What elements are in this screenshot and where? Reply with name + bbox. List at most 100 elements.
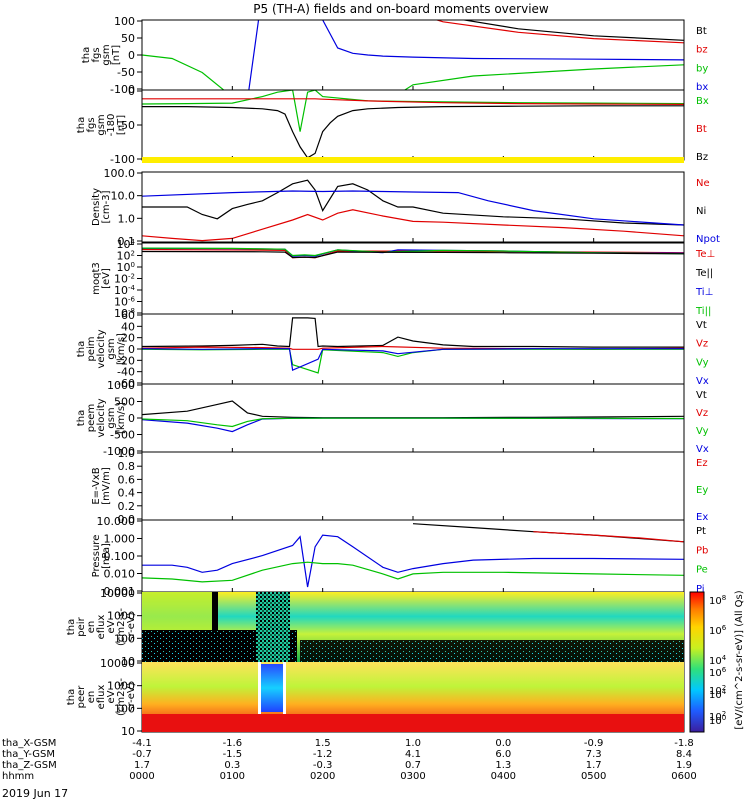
x-row-value: -0.9 xyxy=(584,738,604,749)
panel-series xyxy=(142,20,684,90)
y-tick-label: 0 xyxy=(128,412,135,425)
y-axis-label: [mV/m] xyxy=(101,467,112,505)
series-vye xyxy=(142,417,684,428)
legend-vy: Vy xyxy=(696,426,709,437)
series-tepar xyxy=(142,250,684,259)
y-tick-label: -40 xyxy=(117,366,135,379)
y-axis-label: gsm xyxy=(101,44,112,65)
ion-spectrogram-black-gap xyxy=(212,592,218,662)
y-axis-label: -180 xyxy=(106,114,117,137)
panel-frame xyxy=(141,19,685,91)
series-pe xyxy=(142,561,684,583)
y-tick-label: 10000 xyxy=(100,657,135,670)
legend-pi: Pi xyxy=(696,584,705,595)
legend-vt: Vt xyxy=(696,320,707,331)
y-axis-label: gsm xyxy=(96,114,107,135)
legend-bz: Bz xyxy=(696,152,708,163)
y-axis-label: E=-VxB xyxy=(91,467,102,504)
electron-spectrogram-red-floor xyxy=(142,714,684,732)
legend-vy: Vy xyxy=(696,357,709,368)
x-row-value: 0000 xyxy=(129,771,154,782)
x-row-value: 0.3 xyxy=(224,760,240,771)
y-axis-label: tha xyxy=(76,341,87,357)
x-row-value: 8.4 xyxy=(676,749,692,760)
x-row-value: 6.0 xyxy=(495,749,511,760)
legend-ti: Ti|| xyxy=(695,306,711,317)
colorbar-label: [eV/(cm^2-s-sr-eV)] (All Qs) xyxy=(734,590,745,729)
panel-7: 1.00.80.60.40.20.0 E=-VxB [mV/m] Ez Ey Ex xyxy=(91,447,708,526)
x-axis-ephemeris: tha_X-GSM -4.1 -1.6 1.5 1.0 0.0 -0.9 -1.8 tha_Y-… xyxy=(2,738,697,782)
y-tick-label: 1.0 xyxy=(118,212,136,225)
series-bx xyxy=(248,20,684,90)
legend-bz: bz xyxy=(696,45,708,56)
legend-vx: Vx xyxy=(696,444,709,455)
y-tick-label: 0.4 xyxy=(118,487,136,500)
y-tick-label: 100 xyxy=(114,15,135,28)
y-axis-label: [km/s] xyxy=(116,402,127,434)
y-tick-label: 0.001 xyxy=(104,585,136,598)
y-axis-label: moqt3 xyxy=(91,262,102,295)
colorbar-tick-label: 106 xyxy=(709,666,727,679)
y-tick-label: 10.000 xyxy=(97,515,136,528)
series-npot xyxy=(142,190,684,226)
legend-ey: Ey xyxy=(696,485,708,496)
y-axis-label: eflux xyxy=(96,615,107,640)
legend-vz: Vz xyxy=(696,339,708,350)
y-axis-label: eV xyxy=(106,620,117,633)
x-row-value: 1.5 xyxy=(315,738,331,749)
y-axis-label: velocity xyxy=(96,329,107,368)
panel-series xyxy=(142,317,684,374)
legend-bt: Bt xyxy=(696,26,707,37)
y-tick-label: 10.0 xyxy=(111,190,136,203)
legend-te: Te⊥ xyxy=(695,249,715,260)
x-row-label: tha_X-GSM xyxy=(2,738,56,749)
x-row-label: tha_Z-GSM xyxy=(2,760,57,771)
legend-npot: Npot xyxy=(696,234,720,245)
series-by xyxy=(142,54,684,90)
x-row-value: 0400 xyxy=(491,771,516,782)
y-axis-label: gsm xyxy=(106,338,117,359)
x-row-value: 1.3 xyxy=(495,760,511,771)
y-tick-label: 0.1 xyxy=(118,235,136,248)
y-axis-label: [cm-3] xyxy=(101,190,112,223)
x-row-value: 1.9 xyxy=(676,760,692,771)
y-tick-label: 100 xyxy=(114,632,135,645)
legend-ne: Ne xyxy=(696,178,710,189)
x-row-value: 1.7 xyxy=(586,760,602,771)
legend-vx: Vx xyxy=(696,376,709,387)
y-tick-label: 0 xyxy=(128,343,135,356)
y-tick-label: 1000 xyxy=(107,610,135,623)
y-axis-label: fgs xyxy=(91,47,102,62)
y-axis-label: (cm2-s- xyxy=(116,678,127,716)
y-axis-label: sr-eV) xyxy=(126,682,137,711)
y-axis-label: peim xyxy=(86,336,97,361)
y-tick-label: 500 xyxy=(114,396,135,409)
x-row-value: 0100 xyxy=(220,771,245,782)
y-tick-label: 10-2 xyxy=(114,273,135,286)
series-tipar xyxy=(142,247,684,257)
y-tick-label: -20 xyxy=(117,354,135,367)
y-axis-label: eV xyxy=(106,690,117,703)
x-row-value: -0.7 xyxy=(132,749,152,760)
y-axis-label: gsm xyxy=(106,407,117,428)
date-label: 2019 Jun 17 xyxy=(2,787,68,800)
panel-2: 0 -50 -100 tha fgs gsm -180 [nT] Bx Bt Bz xyxy=(76,85,709,166)
y-tick-label: 1000 xyxy=(107,680,135,693)
y-tick-label: 100 xyxy=(117,261,135,274)
colorbar-tick-label: 100 xyxy=(709,714,726,727)
y-axis-label: en xyxy=(86,621,97,634)
y-tick-label: 10000 xyxy=(100,587,135,600)
colorbar-gradient xyxy=(689,591,705,733)
legend-pe: Pe xyxy=(696,565,708,576)
y-tick-label: 0.0 xyxy=(118,513,136,526)
y-tick-label: 100.0 xyxy=(104,167,136,180)
y-axis-label: tha xyxy=(66,689,77,705)
series-ne xyxy=(142,209,684,242)
legend-te: Te|| xyxy=(695,268,713,279)
y-tick-label: -100 xyxy=(110,153,135,166)
legend-ez: Ez xyxy=(696,458,708,469)
y-axis-label: Pressure xyxy=(91,535,102,578)
